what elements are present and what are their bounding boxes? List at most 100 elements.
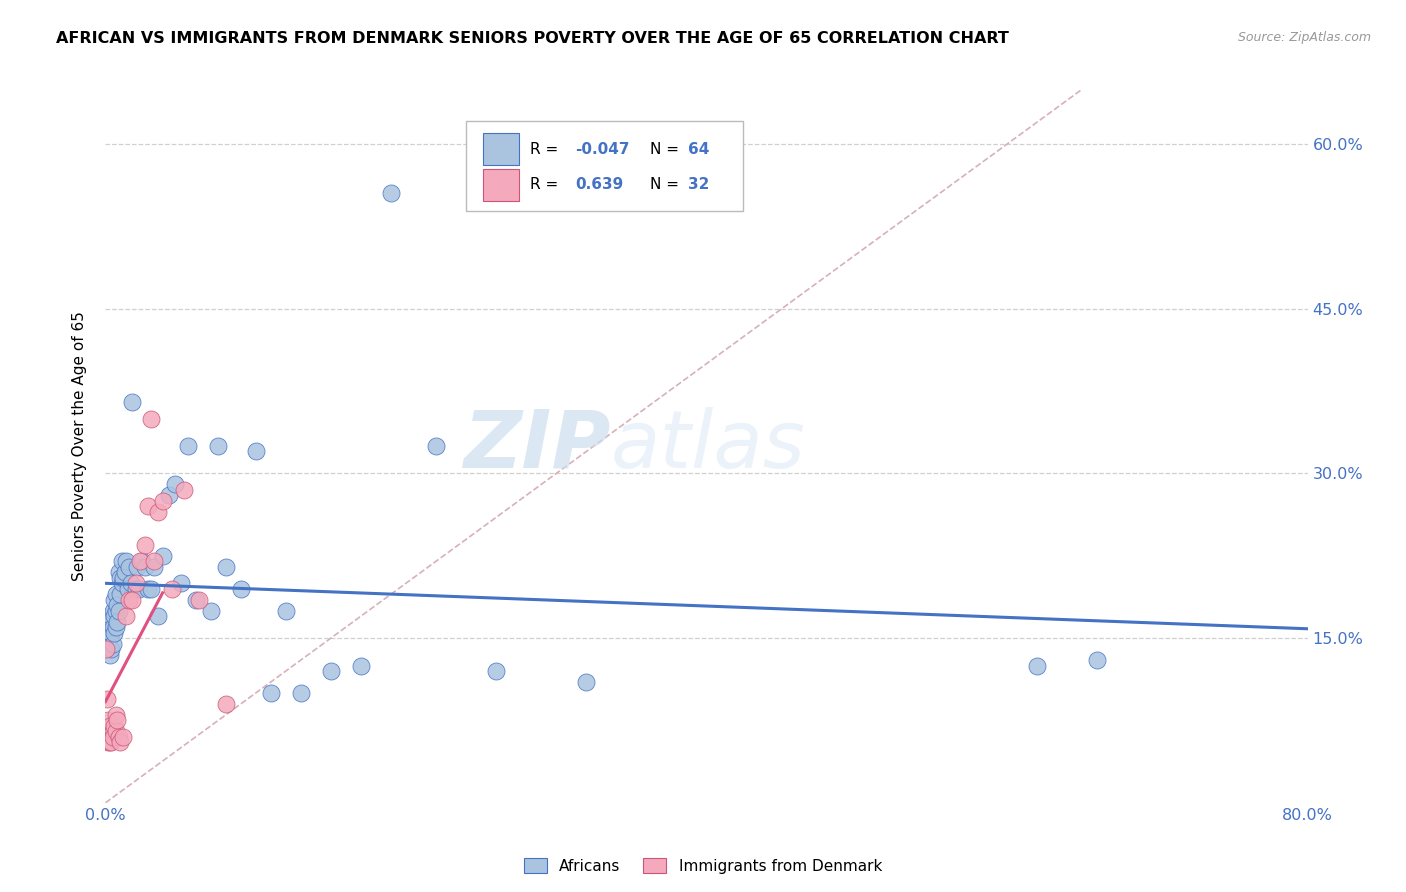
Point <box>124 582 146 596</box>
Point <box>121 592 143 607</box>
Point <box>107 615 129 629</box>
Point <box>104 604 127 618</box>
Point <box>115 609 138 624</box>
Point <box>184 592 207 607</box>
Point <box>350 658 373 673</box>
Point <box>108 566 131 580</box>
Point <box>97 637 120 651</box>
Text: AFRICAN VS IMMIGRANTS FROM DENMARK SENIORS POVERTY OVER THE AGE OF 65 CORRELATIO: AFRICAN VS IMMIGRANTS FROM DENMARK SENIO… <box>56 31 1010 46</box>
Point <box>103 609 125 624</box>
Point <box>163 477 186 491</box>
Point <box>98 648 121 662</box>
FancyBboxPatch shape <box>482 134 519 165</box>
Point <box>112 571 135 585</box>
Point <box>101 730 124 744</box>
Point <box>139 582 162 596</box>
Point <box>152 494 174 508</box>
Point <box>108 604 131 618</box>
Point <box>1085 653 1108 667</box>
Point <box>110 735 132 749</box>
Text: 64: 64 <box>689 142 710 157</box>
Point <box>160 582 183 596</box>
Point <box>319 664 342 678</box>
Point <box>117 582 139 596</box>
Point <box>115 554 138 568</box>
Point <box>111 554 134 568</box>
Point <box>111 576 134 591</box>
Point <box>245 444 267 458</box>
Point <box>104 620 127 634</box>
FancyBboxPatch shape <box>482 169 519 201</box>
Point <box>124 576 146 591</box>
Text: ZIP: ZIP <box>463 407 610 485</box>
Point <box>104 587 127 601</box>
Point <box>274 604 297 618</box>
Point <box>103 625 125 640</box>
Point <box>425 439 447 453</box>
Point <box>104 708 127 723</box>
Point <box>129 554 152 568</box>
Point <box>96 691 118 706</box>
Point <box>214 697 236 711</box>
Point <box>96 642 118 657</box>
Point <box>98 719 121 733</box>
Text: 32: 32 <box>689 178 710 193</box>
Point <box>100 735 122 749</box>
Point <box>173 483 195 497</box>
Point <box>120 576 142 591</box>
Text: N =: N = <box>650 178 683 193</box>
Point <box>136 500 159 514</box>
Point <box>104 724 127 739</box>
Point <box>142 554 165 568</box>
Point <box>485 664 508 678</box>
FancyBboxPatch shape <box>465 121 742 211</box>
Point <box>207 439 229 453</box>
Point <box>103 719 125 733</box>
Point <box>98 615 121 629</box>
Point <box>110 571 132 585</box>
Legend: Africans, Immigrants from Denmark: Africans, Immigrants from Denmark <box>517 852 889 880</box>
Point <box>101 604 124 618</box>
Point <box>100 642 122 657</box>
Point <box>128 582 150 596</box>
Point <box>107 598 129 612</box>
Y-axis label: Seniors Poverty Over the Age of 65: Seniors Poverty Over the Age of 65 <box>72 311 87 581</box>
Point <box>575 675 598 690</box>
Point <box>146 505 169 519</box>
Point <box>112 730 135 744</box>
Point <box>100 609 122 624</box>
Point <box>118 559 141 574</box>
Point <box>146 609 169 624</box>
Point <box>169 576 191 591</box>
Point <box>107 714 129 728</box>
Point <box>118 592 141 607</box>
Point <box>134 559 156 574</box>
Point <box>139 411 162 425</box>
Point <box>101 724 124 739</box>
Point <box>260 686 283 700</box>
Point <box>290 686 312 700</box>
Point <box>98 631 121 645</box>
Point <box>177 439 200 453</box>
Point <box>97 714 120 728</box>
Text: N =: N = <box>650 142 683 157</box>
Point <box>136 582 159 596</box>
Point <box>200 604 222 618</box>
Point <box>134 538 156 552</box>
Point <box>131 554 153 568</box>
Point <box>380 186 402 201</box>
Text: atlas: atlas <box>610 407 806 485</box>
Point <box>157 488 180 502</box>
Point <box>96 625 118 640</box>
Text: -0.047: -0.047 <box>575 142 630 157</box>
Point <box>97 735 120 749</box>
Text: Source: ZipAtlas.com: Source: ZipAtlas.com <box>1237 31 1371 45</box>
Text: R =: R = <box>530 142 562 157</box>
Text: R =: R = <box>530 178 568 193</box>
Point <box>187 592 209 607</box>
Point <box>1026 658 1049 673</box>
Point <box>97 620 120 634</box>
Point <box>152 549 174 563</box>
Point <box>121 395 143 409</box>
Point <box>229 582 252 596</box>
